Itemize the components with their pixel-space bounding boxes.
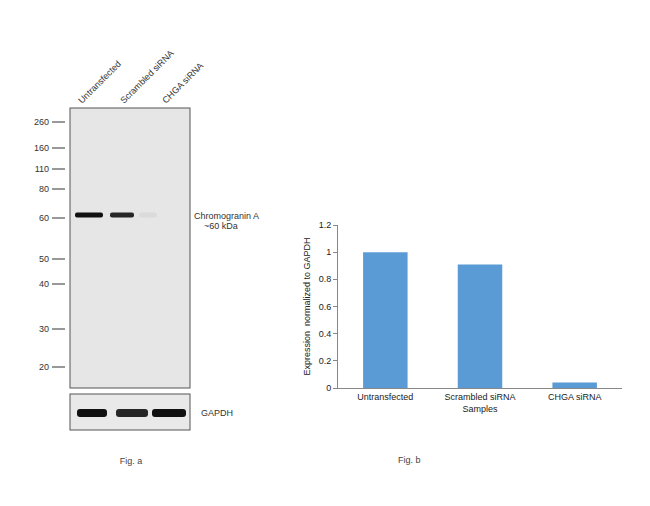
svg-text:0: 0 [326, 383, 331, 393]
svg-text:0.2: 0.2 [319, 356, 332, 366]
svg-text:CHGA siRNA: CHGA siRNA [160, 61, 205, 106]
svg-text:110: 110 [35, 164, 49, 174]
svg-text:160: 160 [34, 143, 49, 153]
svg-text:0.4: 0.4 [319, 329, 332, 339]
svg-text:0.6: 0.6 [319, 302, 332, 312]
svg-text:1: 1 [326, 247, 331, 257]
svg-text:Scrambled siRNA: Scrambled siRNA [444, 392, 515, 402]
svg-text:1.2: 1.2 [319, 220, 332, 230]
svg-text:Scrambled siRNA: Scrambled siRNA [118, 48, 176, 106]
svg-text:Untransfected: Untransfected [357, 392, 413, 402]
svg-text:50: 50 [39, 254, 49, 264]
svg-text:~60 kDa: ~60 kDa [204, 221, 238, 231]
svg-text:CHGA siRNA: CHGA siRNA [548, 392, 602, 402]
svg-text:260: 260 [34, 117, 49, 127]
svg-text:Chromogranin A: Chromogranin A [194, 211, 259, 221]
html-text:Fig. b: Fig. b [398, 455, 421, 465]
svg-text:20: 20 [39, 362, 49, 372]
svg-text:GAPDH: GAPDH [201, 408, 233, 418]
svg-text:40: 40 [39, 279, 49, 289]
svg-text:Untransfected: Untransfected [76, 59, 123, 106]
svg-text:30: 30 [39, 324, 49, 334]
svg-text:60: 60 [39, 213, 49, 223]
svg-text:Samples: Samples [462, 404, 498, 414]
svg-text:Expression normalized to GAPD: Expression normalized to GAPDH [302, 237, 312, 375]
svg-text:Fig. a: Fig. a [120, 456, 143, 466]
svg-text:0.8: 0.8 [319, 274, 332, 284]
svg-text:80: 80 [39, 184, 49, 194]
